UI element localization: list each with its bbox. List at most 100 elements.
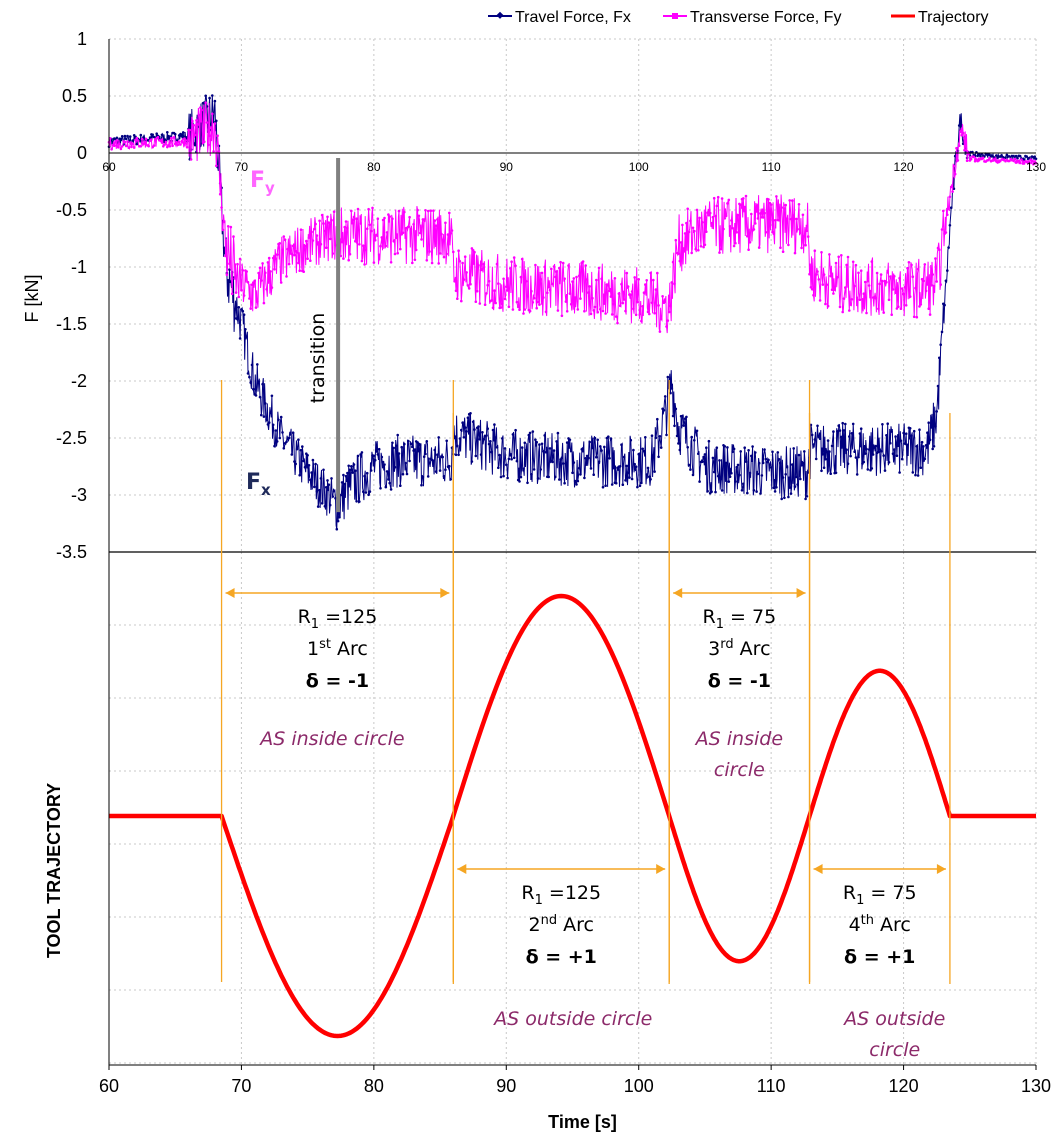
arc-radius-label: R1 =125	[521, 882, 601, 908]
y-tick-label: -3	[71, 485, 87, 505]
fy-annotation-part: y	[265, 179, 275, 197]
y-tick-label: 0	[77, 143, 87, 163]
fx-line	[108, 95, 1037, 530]
arc-as-label: circle	[869, 1039, 920, 1061]
zero-axis-tick-label: 60	[102, 160, 116, 174]
arc-radius-label: R1 =125	[298, 606, 378, 632]
arc-as-label: circle	[714, 759, 765, 781]
arc-order-label-part: 1	[307, 638, 319, 660]
zero-axis-tick-label: 80	[367, 160, 381, 174]
zero-axis-tick-label: 110	[762, 160, 781, 174]
top-y-axis-label: F [kN]	[22, 275, 42, 323]
fy-annotation-part: F	[250, 168, 265, 193]
y-tick-label: -2.5	[56, 428, 87, 448]
zero-axis-tick-label: 90	[500, 160, 514, 174]
arc-radius-label-part: 1	[311, 617, 319, 632]
arc-order-label: 4th Arc	[849, 913, 911, 936]
y-tick-label: -2	[71, 371, 87, 391]
axes-layer: 10.50-0.5-1-1.5-2-2.5-3-3.560 70 80 90 100 11…	[22, 29, 1051, 1132]
arc-order-label-part: 3	[708, 638, 720, 660]
arc-radius-label-part: R	[703, 606, 716, 628]
arc-order-label-part: st	[319, 637, 331, 652]
arc-order-label-part: Arc	[331, 638, 368, 660]
arc-radius-label-part: = 75	[864, 882, 916, 904]
arc-radius-label: R1 = 75	[843, 882, 917, 908]
fx-annotation-part: x	[261, 481, 271, 499]
arc-radius-label-part: R	[521, 882, 534, 904]
x-tick-label: 100	[624, 1076, 654, 1096]
arc-delta-label: δ = -1	[708, 670, 771, 692]
x-axis-label: Time [s]	[548, 1112, 617, 1132]
x-tick-label: 120	[889, 1076, 919, 1096]
arc-order-label-part: th	[861, 913, 874, 928]
legend: Travel Force, Fx Transverse Force, Fy Traj…	[488, 9, 989, 26]
fx-annotation: Fx	[246, 470, 271, 499]
arc-radius-label-part: =125	[319, 606, 377, 628]
legend-marker	[496, 11, 504, 19]
zero-axis-tick-label: 130	[1026, 160, 1046, 174]
arc-arrow-head	[796, 588, 806, 598]
y-tick-label: 0.5	[62, 86, 87, 106]
fx-annotation-part: F	[246, 470, 261, 495]
arc-arrow-head	[225, 588, 235, 598]
zero-axis-tick-label: 100	[629, 160, 649, 174]
y-tick-label: -1.5	[56, 314, 87, 334]
y-tick-label: -1	[71, 257, 87, 277]
arc-arrow-head	[673, 588, 683, 598]
x-tick-label: 80	[364, 1076, 384, 1096]
x-tick-label: 60	[99, 1076, 119, 1096]
arc-order-label-part: 2	[529, 914, 541, 936]
y-tick-label: -0.5	[56, 200, 87, 220]
legend-label: Transverse Force, Fy	[690, 9, 841, 26]
arc-as-label: AS inside circle	[258, 728, 404, 750]
arc-radius-label-part: 1	[856, 893, 864, 908]
arc-as-label: AS inside	[694, 728, 783, 750]
arc-arrow-head	[440, 588, 450, 598]
arc-as-label: AS outside circle	[492, 1008, 652, 1030]
fy-line	[108, 102, 1037, 334]
arc-delta-label: δ = +1	[844, 946, 915, 968]
bottom-y-axis-label: TOOL TRAJECTORY	[44, 783, 64, 958]
arc-order-label-part: Arc	[734, 638, 771, 660]
arc-radius-label: R1 = 75	[703, 606, 777, 632]
arc-order-label-part: Arc	[874, 914, 911, 936]
y-tick-label: -3.5	[56, 542, 87, 562]
transverse-force-series	[107, 101, 1038, 334]
zero-axis-tick-label: 120	[894, 160, 914, 174]
legend-label: Trajectory	[918, 9, 989, 26]
arc-arrow-head	[656, 864, 666, 874]
arc-as-label: AS outside	[842, 1008, 945, 1030]
x-tick-label: 110	[757, 1076, 786, 1096]
travel-force-series	[107, 94, 1038, 531]
arc-delta-label: δ = -1	[306, 670, 369, 692]
arc-arrow-head	[457, 864, 467, 874]
arc-delta-label: δ = +1	[526, 946, 597, 968]
arc-radius-label-part: =125	[543, 882, 601, 904]
arc-order-label-part: Arc	[557, 914, 594, 936]
arc-radius-label-part: R	[298, 606, 311, 628]
y-tick-label: 1	[77, 29, 87, 49]
arc-order-label-part: nd	[541, 913, 558, 928]
arc-arrow-head	[813, 864, 823, 874]
arc-arrow-head	[936, 864, 946, 874]
arc-radius-label-part: = 75	[724, 606, 776, 628]
x-tick-label: 70	[231, 1076, 251, 1096]
transition-label: transition	[307, 313, 329, 404]
arc-order-label-part: 4	[849, 914, 861, 936]
fy-annotation: Fy	[250, 168, 275, 197]
zero-axis-tick-label: 70	[235, 160, 249, 174]
arc-radius-label-part: 1	[535, 893, 543, 908]
arc-order-label-part: rd	[720, 637, 733, 652]
trajectory-line	[107, 593, 1038, 1039]
legend-marker	[672, 13, 678, 19]
legend-label: Travel Force, Fx	[515, 9, 631, 26]
arc-order-label: 1st Arc	[307, 637, 368, 660]
arc-radius-label-part: 1	[716, 617, 724, 632]
x-tick-label: 130	[1021, 1076, 1051, 1096]
arc-order-label: 3rd Arc	[708, 637, 770, 660]
arc-radius-label-part: R	[843, 882, 856, 904]
x-tick-label: 90	[496, 1076, 516, 1096]
arc-order-label: 2nd Arc	[529, 913, 594, 936]
